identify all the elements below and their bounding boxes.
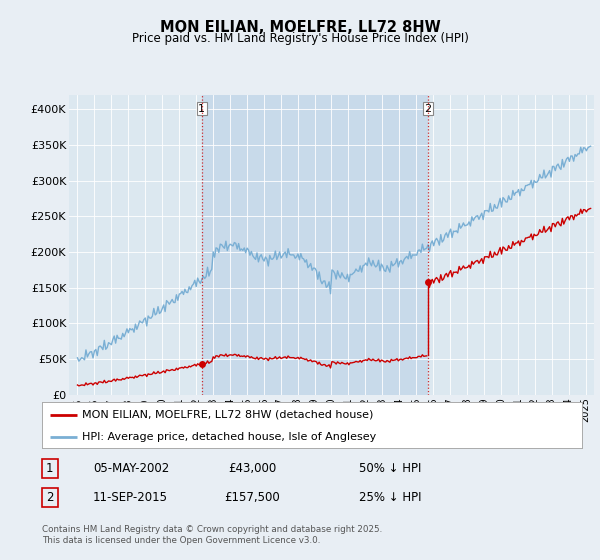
Text: MON EILIAN, MOELFRE, LL72 8HW (detached house): MON EILIAN, MOELFRE, LL72 8HW (detached … (83, 410, 374, 420)
Text: Contains HM Land Registry data © Crown copyright and database right 2025.
This d: Contains HM Land Registry data © Crown c… (42, 525, 382, 545)
Text: 25% ↓ HPI: 25% ↓ HPI (359, 491, 421, 505)
Text: £43,000: £43,000 (228, 462, 276, 475)
Text: £157,500: £157,500 (224, 491, 280, 505)
Text: 1: 1 (46, 462, 53, 475)
Text: 1: 1 (199, 104, 205, 114)
Text: 2: 2 (46, 491, 53, 505)
Text: 50% ↓ HPI: 50% ↓ HPI (359, 462, 421, 475)
Text: HPI: Average price, detached house, Isle of Anglesey: HPI: Average price, detached house, Isle… (83, 432, 377, 441)
Text: Price paid vs. HM Land Registry's House Price Index (HPI): Price paid vs. HM Land Registry's House … (131, 32, 469, 45)
Bar (202, 95, 428, 395)
Text: 2: 2 (424, 104, 431, 114)
Text: MON EILIAN, MOELFRE, LL72 8HW: MON EILIAN, MOELFRE, LL72 8HW (160, 20, 440, 35)
Text: 11-SEP-2015: 11-SEP-2015 (93, 491, 168, 505)
Text: 05-MAY-2002: 05-MAY-2002 (93, 462, 169, 475)
